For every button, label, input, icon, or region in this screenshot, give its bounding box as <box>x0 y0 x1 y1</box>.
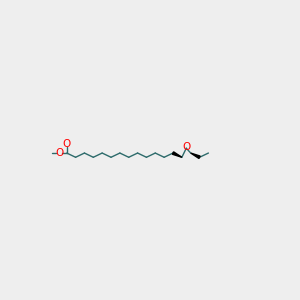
Text: O: O <box>55 148 63 158</box>
Polygon shape <box>172 152 182 157</box>
Text: O: O <box>182 142 190 152</box>
Polygon shape <box>191 153 200 158</box>
Text: O: O <box>63 139 71 149</box>
